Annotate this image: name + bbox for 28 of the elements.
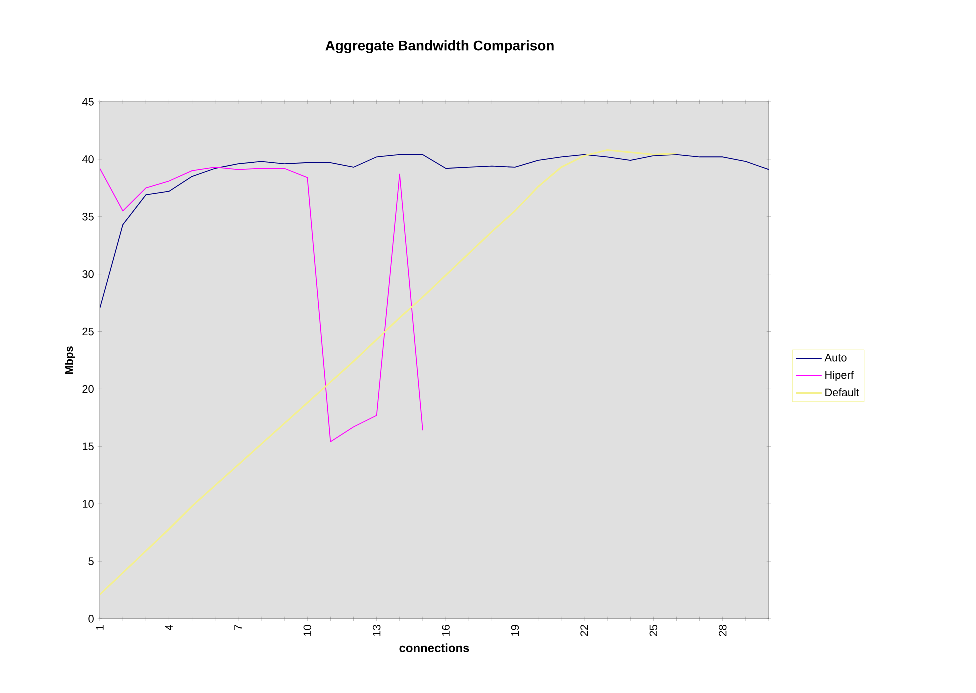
y-tick-label: 0 <box>88 615 94 623</box>
y-tick-label: 5 <box>88 558 94 566</box>
x-tick-label: 7 <box>234 625 242 630</box>
chart-title: Aggregate Bandwidth Comparison <box>326 40 554 54</box>
y-tick-label: 15 <box>83 442 94 450</box>
y-tick-label: 10 <box>83 500 94 508</box>
legend-label: Auto <box>824 354 847 362</box>
x-axis-title: connections <box>400 644 470 652</box>
x-tick-label: 13 <box>372 625 381 636</box>
y-tick-label: 45 <box>82 98 94 106</box>
legend-label: Default <box>826 388 860 397</box>
x-tick-label: 10 <box>304 625 312 636</box>
y-tick-label: 25 <box>82 328 94 336</box>
y-tick-label: 40 <box>82 156 94 164</box>
x-tick-label: 1 <box>96 625 104 630</box>
y-tick-label: 30 <box>82 270 94 278</box>
x-tick-label: 16 <box>442 625 450 636</box>
line-series <box>100 154 770 310</box>
y-tick-label: 35 <box>82 213 94 221</box>
x-tick-label: 4 <box>165 624 173 630</box>
y-tick-label: 20 <box>82 385 94 394</box>
line-series <box>100 167 424 443</box>
y-axis-title: Mbps <box>65 346 76 374</box>
x-tick-label: 25 <box>650 625 658 636</box>
x-tick-label: 19 <box>511 625 520 636</box>
legend-label: Hiperf <box>826 371 854 382</box>
x-tick-label: 28 <box>719 625 727 636</box>
x-tick-label: 22 <box>580 625 588 636</box>
